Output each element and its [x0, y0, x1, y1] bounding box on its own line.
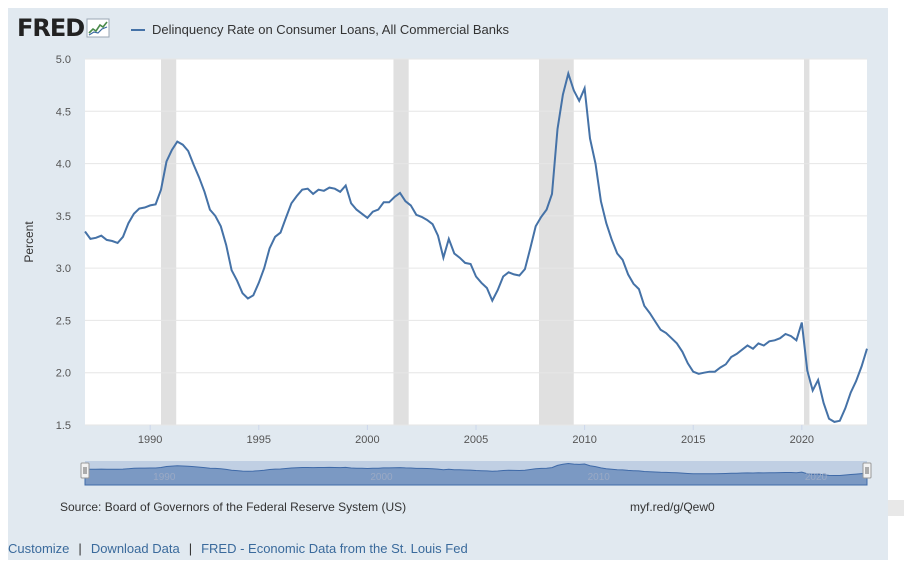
plot-area — [85, 59, 867, 425]
y-tick-label: 2.5 — [56, 315, 71, 327]
fred-home-link[interactable]: FRED - Economic Data from the St. Louis … — [201, 541, 468, 556]
navigator-right-handle[interactable] — [862, 462, 872, 479]
short-link[interactable]: myf.red/g/Qew0 — [630, 500, 715, 514]
y-tick-label: 3.0 — [56, 263, 71, 275]
x-tick-label: 2020 — [790, 434, 814, 446]
x-tick-label: 1995 — [247, 434, 271, 446]
x-tick-label: 2010 — [572, 434, 596, 446]
customize-link[interactable]: Customize — [8, 541, 70, 556]
series-line — [84, 70, 868, 423]
x-tick-label: 2005 — [464, 434, 488, 446]
download-data-link[interactable]: Download Data — [90, 541, 180, 556]
range-navigator[interactable]: 1990 2000 2010 2020 — [80, 461, 872, 486]
footer-separator: | — [78, 541, 82, 556]
y-axis-label: Percent — [22, 221, 36, 263]
recession-band — [804, 59, 810, 425]
navigator-label: 2010 — [588, 472, 611, 483]
navigator-label: 1990 — [153, 472, 176, 483]
legend-line-swatch — [131, 28, 145, 31]
navigator-label: 2000 — [370, 472, 393, 483]
navigator-label: 2020 — [805, 472, 828, 483]
source-note: Source: Board of Governors of the Federa… — [60, 500, 407, 514]
x-tick-label: 2000 — [355, 434, 379, 446]
recession-band — [393, 59, 409, 425]
x-tick-label: 1990 — [138, 434, 162, 446]
y-tick-label: 4.0 — [56, 159, 71, 171]
recession-band — [161, 59, 177, 425]
y-tick-label: 1.5 — [56, 420, 71, 432]
fred-logo-text: FRED — [17, 14, 85, 42]
y-tick-label: 4.5 — [56, 106, 71, 118]
x-tick-label: 2015 — [681, 434, 705, 446]
fred-brand[interactable]: FRED — [17, 14, 110, 42]
y-axis-ticks: 1.5 2.0 2.5 3.0 3.5 4.0 4.5 5.0 — [56, 54, 71, 432]
legend-series-label: Delinquency Rate on Consumer Loans, All … — [152, 22, 509, 37]
scroll-edge — [888, 500, 904, 516]
chart-legend: Delinquency Rate on Consumer Loans, All … — [131, 22, 509, 37]
navigator-series-area — [84, 462, 868, 486]
footer-links: Customize | Download Data | FRED - Econo… — [8, 541, 468, 556]
plot-background — [85, 59, 867, 425]
fred-chart-logo-icon — [86, 18, 110, 38]
footer-separator: | — [188, 541, 193, 556]
recession-band — [538, 59, 574, 425]
navigator-left-handle[interactable] — [80, 462, 90, 479]
y-tick-label: 3.5 — [56, 211, 71, 223]
y-tick-label: 2.0 — [56, 368, 71, 380]
x-axis-ticks: 1990 1995 2000 2005 2010 2015 2020 — [138, 425, 814, 446]
y-tick-label: 5.0 — [56, 54, 71, 66]
navigator-labels: 1990 2000 2010 2020 — [153, 472, 827, 483]
